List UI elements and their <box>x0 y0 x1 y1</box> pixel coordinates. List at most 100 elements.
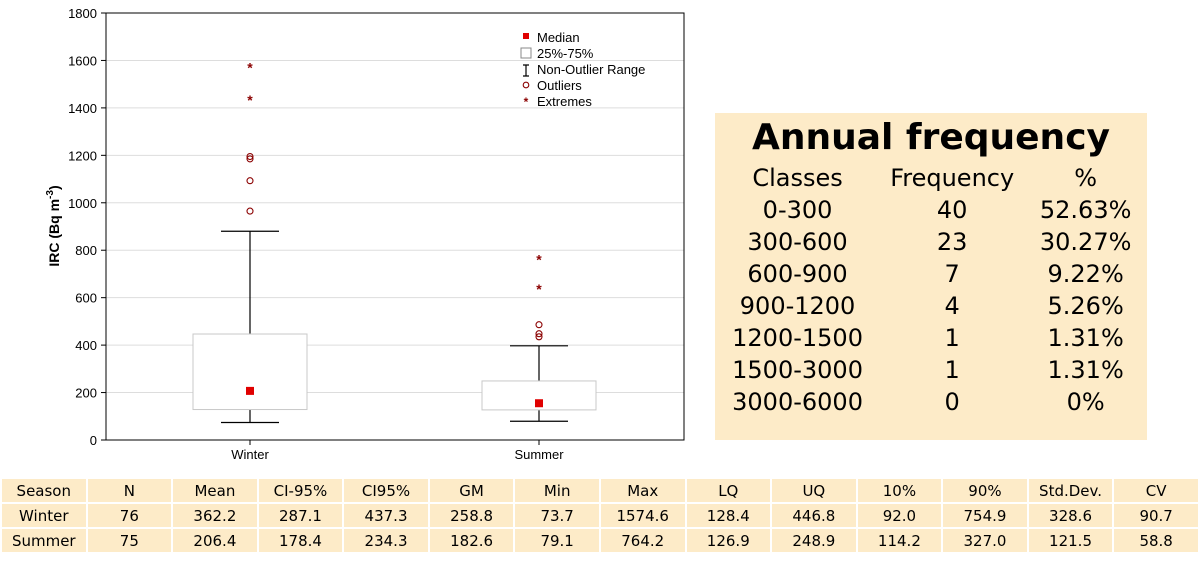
statistics-cell: 121.5 <box>1028 529 1113 552</box>
statistics-cell: 234.3 <box>344 529 428 552</box>
y-tick-label: 1200 <box>68 148 97 163</box>
x-axis-ticks: Winter Summer <box>231 440 564 462</box>
statistics-row: Summer 75 206.4 178.4 234.3 182.6 79.1 764.2 126… <box>2 529 1198 552</box>
statistics-header-cell: 10% <box>857 479 942 502</box>
plot-frame <box>105 12 685 441</box>
frequency-table-title: Annual frequency <box>717 115 1145 161</box>
median-marker <box>246 386 254 395</box>
statistics-header-cell: Std.Dev. <box>1028 479 1113 502</box>
legend-range-label: Non-Outlier Range <box>537 62 645 77</box>
statistics-header-cell: CI95% <box>344 479 428 502</box>
frequency-header-cell: Frequency <box>880 163 1025 193</box>
frequency-row: 3000-6000 0 0% <box>717 387 1145 417</box>
statistics-cell: 114.2 <box>857 529 942 552</box>
x-tick-label: Summer <box>514 447 564 462</box>
statistics-cell: 76 <box>87 504 172 527</box>
statistics-cell: 327.0 <box>943 529 1027 552</box>
extreme-point: * <box>247 59 253 75</box>
outlier-point <box>246 152 254 161</box>
y-axis-ticks: 0 200 400 600 800 1000 1200 1400 1600 1800 <box>68 6 106 448</box>
statistics-header-cell: CV <box>1114 479 1198 502</box>
y-tick-label: 1600 <box>68 53 97 68</box>
outlier-point <box>535 321 543 329</box>
legend-outlier-marker <box>522 81 530 89</box>
legend-extreme-marker: * <box>524 95 529 109</box>
statistics-cell: 754.9 <box>943 504 1027 527</box>
statistics-header-cell: UQ <box>772 479 856 502</box>
outlier-point <box>535 330 543 338</box>
legend-median-marker <box>523 33 529 39</box>
statistics-cell: 248.9 <box>772 529 856 552</box>
y-tick-label: 600 <box>75 291 97 306</box>
statistics-cell: 126.9 <box>686 529 771 552</box>
statistics-cell: 75 <box>87 529 172 552</box>
box-plot: 0 200 400 600 800 1000 1200 1400 1600 1800 Winter… <box>45 6 685 462</box>
frequency-cell: 0 <box>880 387 1025 417</box>
extreme-point: * <box>536 281 542 297</box>
frequency-cell: 300-600 <box>717 227 879 257</box>
statistics-cell: 58.8 <box>1114 529 1198 552</box>
outlier-point <box>535 333 543 341</box>
statistics-cell: 362.2 <box>173 504 257 527</box>
frequency-cell: 1200-1500 <box>717 323 879 353</box>
statistics-cell: 1574.6 <box>600 504 685 527</box>
statistics-table: Season N Mean CI-95% CI95% GM Min Max LQ UQ 10% 90%… <box>0 477 1200 554</box>
box-summer: ** <box>481 252 597 422</box>
frequency-row: 300-600 23 30.27% <box>717 227 1145 257</box>
frequency-cell: 1500-3000 <box>717 355 879 385</box>
y-tick-label: 200 <box>75 386 97 401</box>
frequency-row: 900-1200 4 5.26% <box>717 291 1145 321</box>
statistics-cell: 92.0 <box>857 504 942 527</box>
statistics-header-cell: 90% <box>943 479 1027 502</box>
frequency-cell: 1.31% <box>1026 355 1145 385</box>
frequency-cell: 1.31% <box>1026 323 1145 353</box>
y-tick-label: 1400 <box>68 101 97 116</box>
x-tick-label: Winter <box>231 447 269 462</box>
statistics-cell: 90.7 <box>1114 504 1198 527</box>
legend-outliers-label: Outliers <box>537 78 582 93</box>
statistics-header-row: Season N Mean CI-95% CI95% GM Min Max LQ UQ 10% 90%… <box>2 479 1198 502</box>
statistics-header-cell: N <box>87 479 172 502</box>
frequency-header-cell: Classes <box>717 163 879 193</box>
statistics-cell: 764.2 <box>600 529 685 552</box>
frequency-cell: 30.27% <box>1026 227 1145 257</box>
statistics-cell: 206.4 <box>173 529 257 552</box>
extreme-point: * <box>536 252 542 268</box>
frequency-cell: 9.22% <box>1026 259 1145 289</box>
statistics-header-cell: LQ <box>686 479 771 502</box>
frequency-row: 0-300 40 52.63% <box>717 195 1145 225</box>
y-tick-label: 400 <box>75 338 97 353</box>
box-interquartile <box>192 333 308 411</box>
statistics-cell: 258.8 <box>429 504 514 527</box>
frequency-cell: 5.26% <box>1026 291 1145 321</box>
extreme-point: * <box>247 92 253 108</box>
y-axis-label: IRC (Bq m-3) <box>45 185 62 266</box>
frequency-cell: 1 <box>880 323 1025 353</box>
statistics-cell: 128.4 <box>686 504 771 527</box>
legend: Median 25%-75% Non-Outlier Range Outlier… <box>520 30 645 109</box>
statistics-cell: 73.7 <box>515 504 599 527</box>
statistics-header-cell: Max <box>600 479 685 502</box>
statistics-row: Winter 76 362.2 287.1 437.3 258.8 73.7 1574.6 12… <box>2 504 1198 527</box>
frequency-cell: 0-300 <box>717 195 879 225</box>
frequency-cell: 52.63% <box>1026 195 1145 225</box>
statistics-header-cell: GM <box>429 479 514 502</box>
statistics-cell: 178.4 <box>258 529 343 552</box>
legend-box-label: 25%-75% <box>537 46 594 61</box>
frequency-row: 1200-1500 1 1.31% <box>717 323 1145 353</box>
y-tick-label: 1800 <box>68 6 97 21</box>
frequency-table: Annual frequency Classes Frequency % 0-3… <box>715 113 1147 440</box>
box-series: **** <box>192 59 597 424</box>
frequency-cell: 23 <box>880 227 1025 257</box>
statistics-cell: Winter <box>2 504 86 527</box>
frequency-cell: 7 <box>880 259 1025 289</box>
legend-extremes-label: Extremes <box>537 94 592 109</box>
frequency-cell: 900-1200 <box>717 291 879 321</box>
outlier-point <box>246 155 254 163</box>
legend-median-label: Median <box>537 30 580 45</box>
statistics-header-cell: Mean <box>173 479 257 502</box>
frequency-cell: 4 <box>880 291 1025 321</box>
statistics-cell: Summer <box>2 529 86 552</box>
y-tick-label: 800 <box>75 243 97 258</box>
statistics-header-cell: Min <box>515 479 599 502</box>
